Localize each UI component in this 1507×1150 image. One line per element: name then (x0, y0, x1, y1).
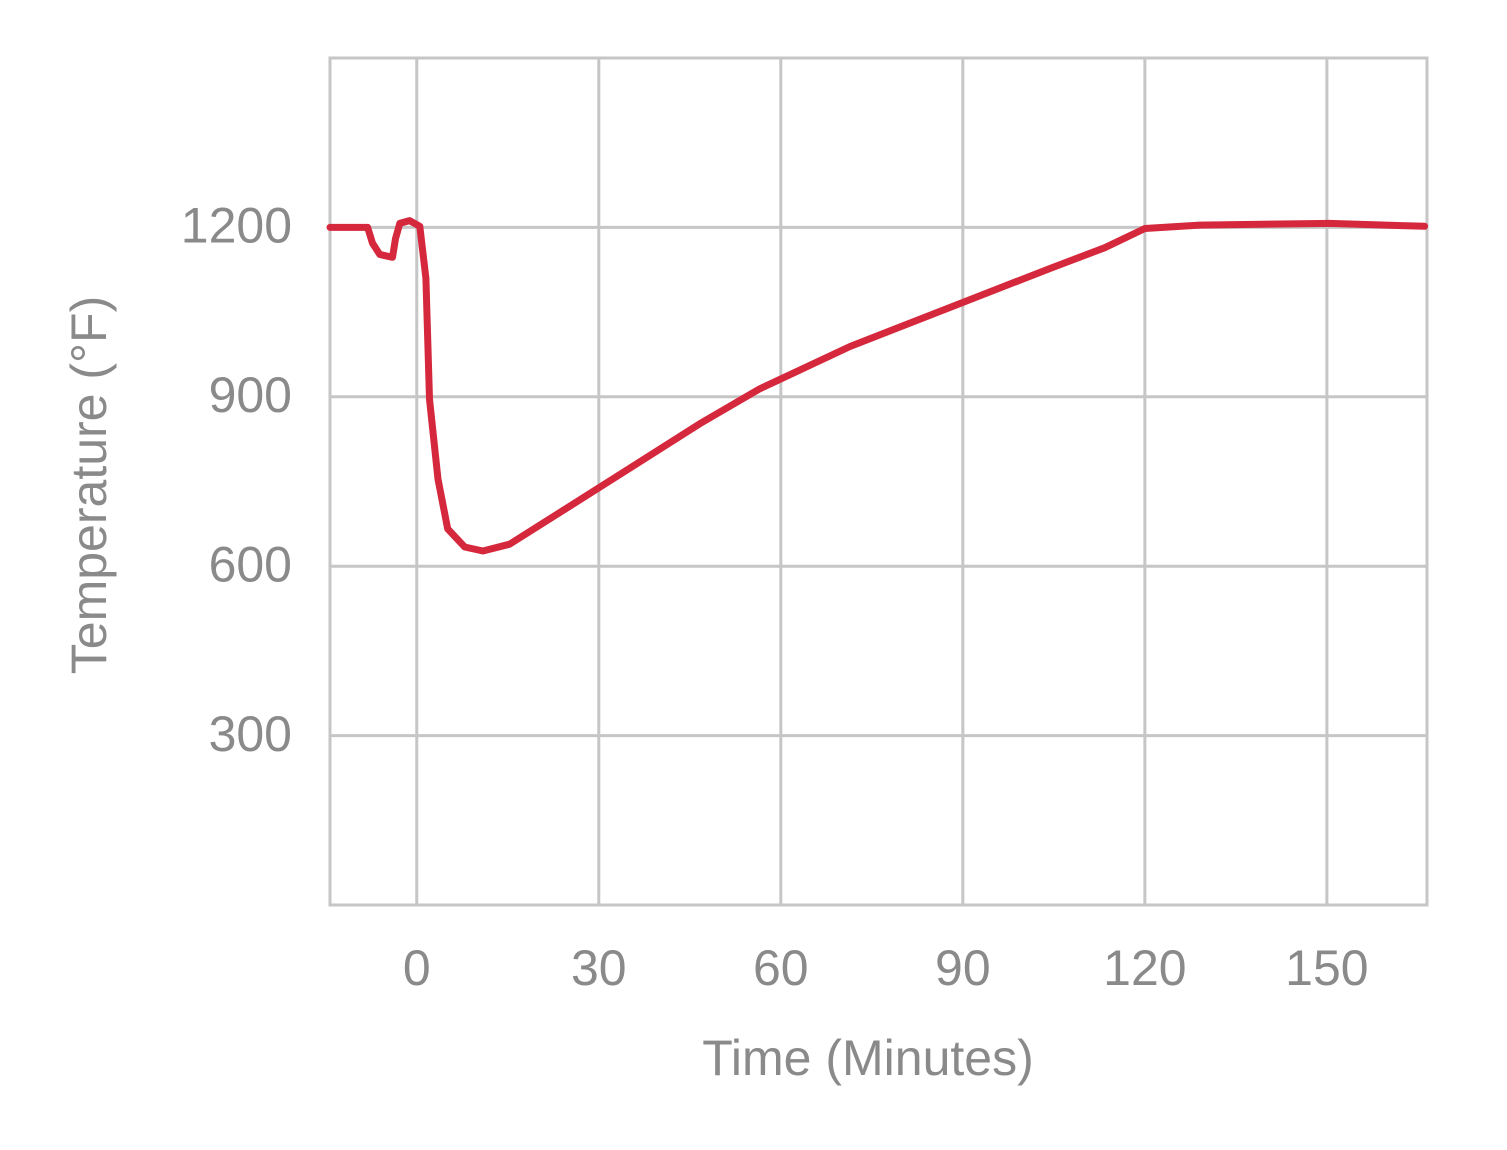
y-axis-label: Temperature (°F) (61, 296, 117, 674)
y-tick-label: 600 (209, 536, 292, 592)
x-tick-label: 90 (935, 940, 991, 996)
plot-frame (328, 56, 1429, 907)
y-tick-label: 300 (209, 706, 292, 762)
x-tick-label: 0 (403, 940, 431, 996)
data-line (326, 217, 1429, 555)
y-tick-label: 900 (209, 367, 292, 423)
y-tick-label: 1200 (181, 198, 292, 254)
x-tick-label: 150 (1285, 940, 1368, 996)
x-tick-label: 30 (571, 940, 627, 996)
x-tick-label: 60 (753, 940, 809, 996)
x-axis-label: Time (Minutes) (702, 1030, 1034, 1086)
x-tick-label: 120 (1103, 940, 1186, 996)
